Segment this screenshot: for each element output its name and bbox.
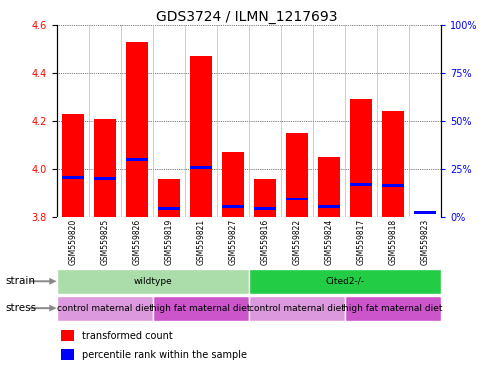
Bar xyxy=(158,207,180,210)
Text: Cited2-/-: Cited2-/- xyxy=(325,277,365,286)
Text: GSM559824: GSM559824 xyxy=(324,218,334,265)
Bar xyxy=(190,56,212,217)
Text: percentile rank within the sample: percentile rank within the sample xyxy=(82,350,246,360)
Bar xyxy=(57,269,249,294)
Bar xyxy=(61,349,74,360)
Text: GDS3724 / ILMN_1217693: GDS3724 / ILMN_1217693 xyxy=(156,10,337,23)
Text: control maternal diet: control maternal diet xyxy=(249,304,345,313)
Text: GSM559825: GSM559825 xyxy=(100,218,109,265)
Bar xyxy=(94,119,116,217)
Text: GSM559826: GSM559826 xyxy=(132,218,141,265)
Text: control maternal diet: control maternal diet xyxy=(57,304,153,313)
Bar xyxy=(62,176,84,179)
Bar xyxy=(57,296,153,321)
Text: stress: stress xyxy=(5,303,36,313)
Text: high fat maternal diet: high fat maternal diet xyxy=(344,304,443,313)
Bar xyxy=(126,158,148,161)
Bar xyxy=(249,269,441,294)
Bar xyxy=(254,207,276,210)
Bar xyxy=(350,183,372,186)
Bar xyxy=(350,99,372,217)
Text: GSM559820: GSM559820 xyxy=(68,218,77,265)
Bar xyxy=(94,177,116,180)
Text: GSM559822: GSM559822 xyxy=(292,218,302,265)
Bar xyxy=(286,197,308,200)
Text: GSM559819: GSM559819 xyxy=(164,218,174,265)
Bar xyxy=(222,205,244,208)
Text: GSM559816: GSM559816 xyxy=(260,218,270,265)
Bar xyxy=(382,111,404,217)
Bar xyxy=(345,296,441,321)
Bar xyxy=(62,114,84,217)
Text: GSM559818: GSM559818 xyxy=(388,218,398,265)
Text: GSM559823: GSM559823 xyxy=(421,218,430,265)
Bar xyxy=(158,179,180,217)
Text: wildtype: wildtype xyxy=(134,277,172,286)
Bar xyxy=(254,179,276,217)
Text: strain: strain xyxy=(5,276,35,286)
Bar xyxy=(222,152,244,217)
Bar xyxy=(318,157,340,217)
Text: GSM559827: GSM559827 xyxy=(228,218,238,265)
Bar xyxy=(153,296,249,321)
Bar xyxy=(249,296,345,321)
Text: GSM559821: GSM559821 xyxy=(196,218,206,265)
Bar xyxy=(318,205,340,208)
Bar xyxy=(286,133,308,217)
Bar xyxy=(414,211,436,214)
Text: GSM559817: GSM559817 xyxy=(356,218,366,265)
Bar xyxy=(382,184,404,187)
Text: transformed count: transformed count xyxy=(82,331,173,341)
Bar xyxy=(61,330,74,341)
Bar xyxy=(126,42,148,217)
Bar xyxy=(190,166,212,169)
Text: high fat maternal diet: high fat maternal diet xyxy=(151,304,250,313)
